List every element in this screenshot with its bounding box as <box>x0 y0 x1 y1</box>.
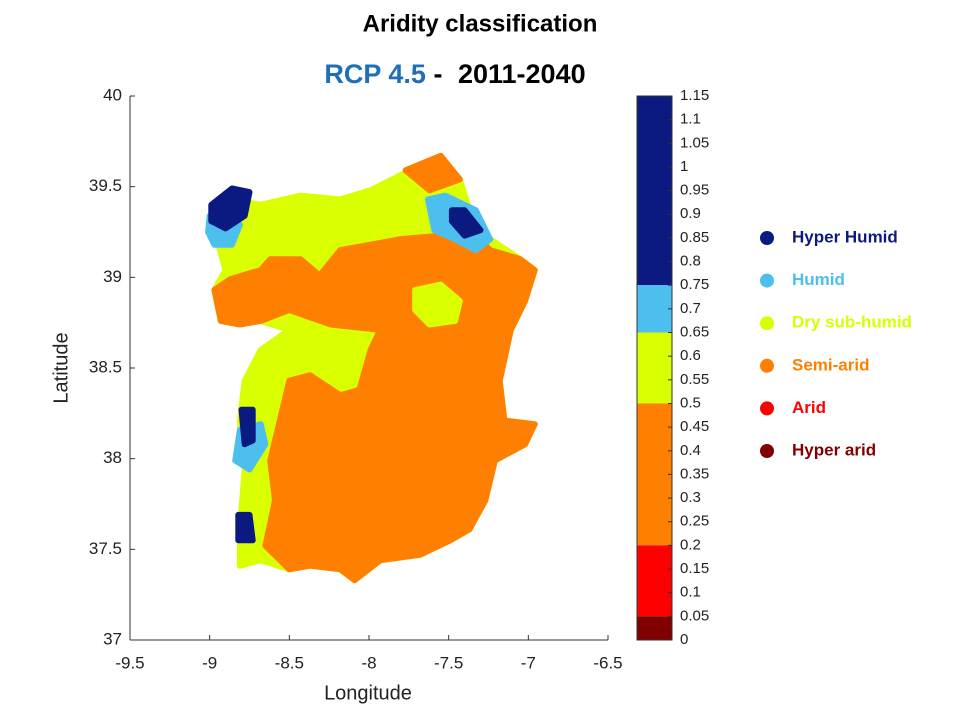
colorbar-tick-label: 0.05 <box>680 607 709 624</box>
legend-marker <box>760 273 774 288</box>
colorbar-tick-label: 0.65 <box>680 323 709 340</box>
y-tick-label: 39.5 <box>89 176 122 195</box>
plot-area <box>205 152 538 584</box>
y-tick-label: 40 <box>103 85 122 104</box>
chart-subtitle: RCP 4.5 - 2011-2040 <box>324 59 585 89</box>
scenario: RCP 4.5 <box>324 59 426 89</box>
region <box>238 406 256 448</box>
colorbar-tick-label: 1.05 <box>680 134 709 151</box>
legend-marker <box>760 444 774 458</box>
colorbar-tick-label: 1.15 <box>680 87 709 104</box>
y-axis-label: Latitude <box>50 332 72 403</box>
x-tick-label: -9.5 <box>115 653 144 672</box>
legend-marker <box>760 358 774 373</box>
colorbar-tick-label: 0.1 <box>680 584 701 601</box>
legend-label: Semi-arid <box>792 355 869 374</box>
y-tick-label: 38 <box>103 448 122 467</box>
x-tick-label: -8.5 <box>275 653 304 672</box>
colorbar-tick-label: 0.7 <box>680 300 701 317</box>
legend-marker <box>760 231 774 245</box>
colorbar-tick-label: 0.6 <box>680 347 701 364</box>
colorbar-tick-label: 0.2 <box>680 536 701 553</box>
x-tick-label: -8 <box>361 653 376 672</box>
legend-marker <box>760 316 774 331</box>
colorbar-tick-label: 0.25 <box>680 513 709 530</box>
period: 2011-2040 <box>458 59 586 89</box>
x-tick-label: -7.5 <box>434 653 463 672</box>
colorbar-band <box>637 332 672 404</box>
legend-marker <box>760 401 774 416</box>
colorbar-tick-label: 0.4 <box>680 442 701 459</box>
x-axis-label: Longitude <box>324 682 412 704</box>
colorbar-band <box>637 545 672 617</box>
separator: - <box>433 59 442 89</box>
colorbar-tick-label: 0.95 <box>680 182 709 199</box>
x-tick-label: -6.5 <box>593 653 622 672</box>
y-tick-label: 37.5 <box>89 539 122 558</box>
colorbar-tick-label: 0.15 <box>680 560 709 577</box>
colorbar-tick-label: 1 <box>680 158 688 175</box>
colorbar-tick-label: 0.55 <box>680 371 709 388</box>
colorbar-tick-label: 0.45 <box>680 418 709 435</box>
colorbar-tick-label: 0.5 <box>680 394 701 411</box>
chart-title: Aridity classification <box>363 10 598 37</box>
region <box>448 207 484 239</box>
colorbar-tick-label: 0.75 <box>680 276 709 293</box>
colorbar-band <box>637 285 672 333</box>
region <box>208 185 253 232</box>
y-tick-label: 37 <box>103 629 122 648</box>
y-tick-label: 38.5 <box>89 357 122 376</box>
colorbar-tick-label: 0.8 <box>680 253 701 270</box>
colorbar-tick-label: 0.3 <box>680 489 701 506</box>
colorbar-tick-label: 0.9 <box>680 205 701 222</box>
legend-label: Arid <box>792 398 826 417</box>
colorbar-tick-label: 0.85 <box>680 229 709 246</box>
region <box>412 281 463 328</box>
y-tick-label: 39 <box>103 267 122 286</box>
legend-label: Hyper Humid <box>792 227 898 246</box>
colorbar-band <box>637 403 672 546</box>
colorbar-band <box>637 616 672 640</box>
x-tick-label: -9 <box>202 653 217 672</box>
x-tick-label: -7 <box>521 653 536 672</box>
colorbar-tick-label: 1.1 <box>680 111 701 128</box>
colorbar-tick-label: 0.35 <box>680 465 709 482</box>
legend-label: Hyper arid <box>792 440 876 459</box>
colorbar-band <box>637 96 672 286</box>
colorbar-frame <box>636 95 673 641</box>
legend-label: Dry sub-humid <box>792 313 912 332</box>
legend-label: Humid <box>792 270 845 289</box>
region <box>235 511 256 544</box>
region <box>402 152 463 194</box>
colorbar-tick-label: 0 <box>680 631 688 648</box>
